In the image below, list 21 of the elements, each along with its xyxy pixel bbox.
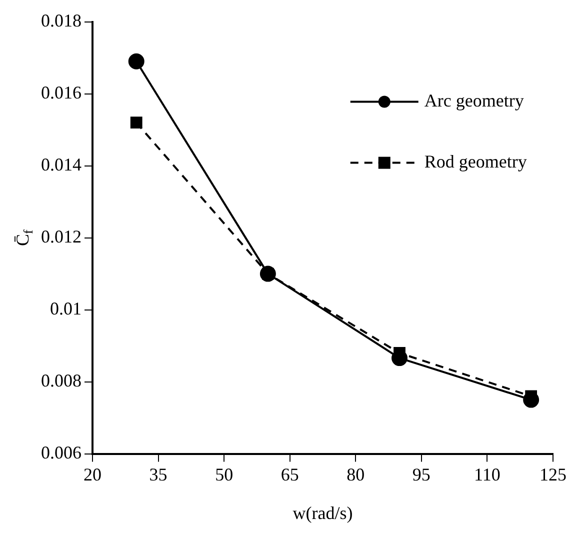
- y-axis-title: C̄f: [12, 228, 36, 246]
- point: [130, 116, 142, 129]
- x-tick-label: 65: [280, 464, 299, 484]
- x-tick-label: 20: [84, 464, 102, 484]
- point: [128, 53, 144, 70]
- legend-label: Arc geometry: [424, 90, 524, 111]
- y-tick-label: 0.016: [41, 82, 82, 103]
- x-tick-label: 35: [149, 464, 168, 484]
- y-tick-label: 0.012: [41, 226, 82, 247]
- x-tick-label: 50: [215, 464, 234, 484]
- y-tick-label: 0.006: [41, 442, 82, 463]
- x-tick-label: 125: [540, 464, 566, 484]
- y-tick-label: 0.01: [50, 298, 82, 319]
- y-tick-label: 0.018: [41, 10, 82, 31]
- x-tick-label: 95: [412, 464, 430, 484]
- y-tick-label: 0.014: [41, 154, 82, 175]
- x-tick-label: 80: [346, 464, 365, 484]
- x-axis-title: w(rad/s): [292, 502, 353, 523]
- legend-label: Rod geometry: [424, 152, 527, 172]
- x-tick-label: 110: [474, 464, 500, 484]
- y-tick-label: 0.008: [41, 370, 82, 391]
